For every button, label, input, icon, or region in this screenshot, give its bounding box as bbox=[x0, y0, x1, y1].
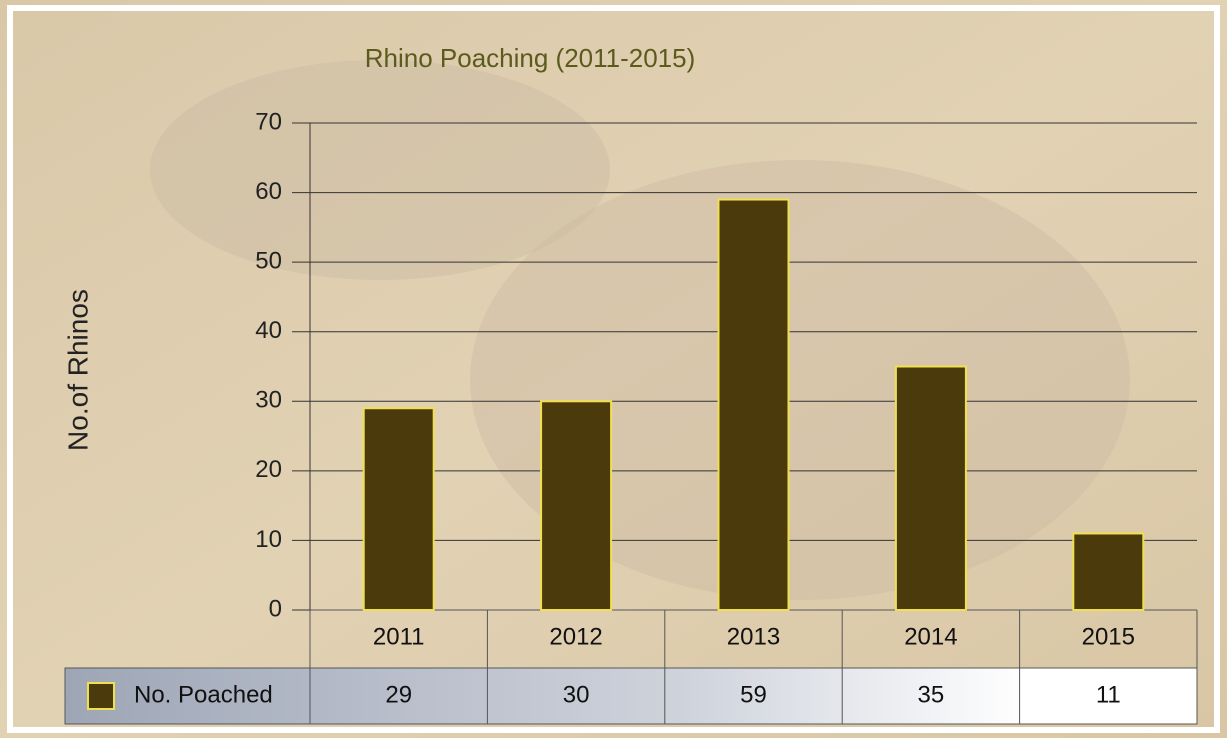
x-tick-label: 2012 bbox=[549, 623, 602, 650]
y-tick-label: 40 bbox=[255, 317, 282, 344]
table-value: 29 bbox=[385, 681, 412, 708]
chart-title: Rhino Poaching (2011-2015) bbox=[365, 43, 696, 73]
y-tick-label: 70 bbox=[255, 108, 282, 135]
background-shape bbox=[150, 60, 610, 280]
table-value: 59 bbox=[740, 681, 767, 708]
bar bbox=[540, 400, 613, 611]
y-tick-label: 20 bbox=[255, 456, 282, 483]
y-tick-label: 50 bbox=[255, 247, 282, 274]
table-value: 11 bbox=[1096, 681, 1121, 708]
y-axis-label: No.of Rhinos bbox=[62, 289, 93, 451]
x-tick-label: 2014 bbox=[904, 623, 957, 650]
table-value: 30 bbox=[563, 681, 590, 708]
legend-swatch bbox=[87, 682, 115, 710]
table-value: 35 bbox=[918, 681, 945, 708]
table-row bbox=[64, 667, 1198, 725]
legend-label: No. Poached bbox=[134, 681, 273, 708]
x-tick-label: 2015 bbox=[1082, 623, 1135, 650]
y-tick-label: 10 bbox=[255, 526, 282, 553]
y-tick-label: 0 bbox=[269, 595, 282, 622]
x-tick-label: 2013 bbox=[727, 623, 780, 650]
y-tick-label: 30 bbox=[255, 387, 282, 414]
bar bbox=[362, 407, 435, 611]
frame bbox=[7, 5, 1220, 733]
bar bbox=[1072, 532, 1145, 612]
x-tick-label: 2011 bbox=[373, 623, 425, 650]
bar bbox=[717, 198, 790, 611]
bar bbox=[894, 365, 967, 611]
y-tick-label: 60 bbox=[255, 178, 282, 205]
